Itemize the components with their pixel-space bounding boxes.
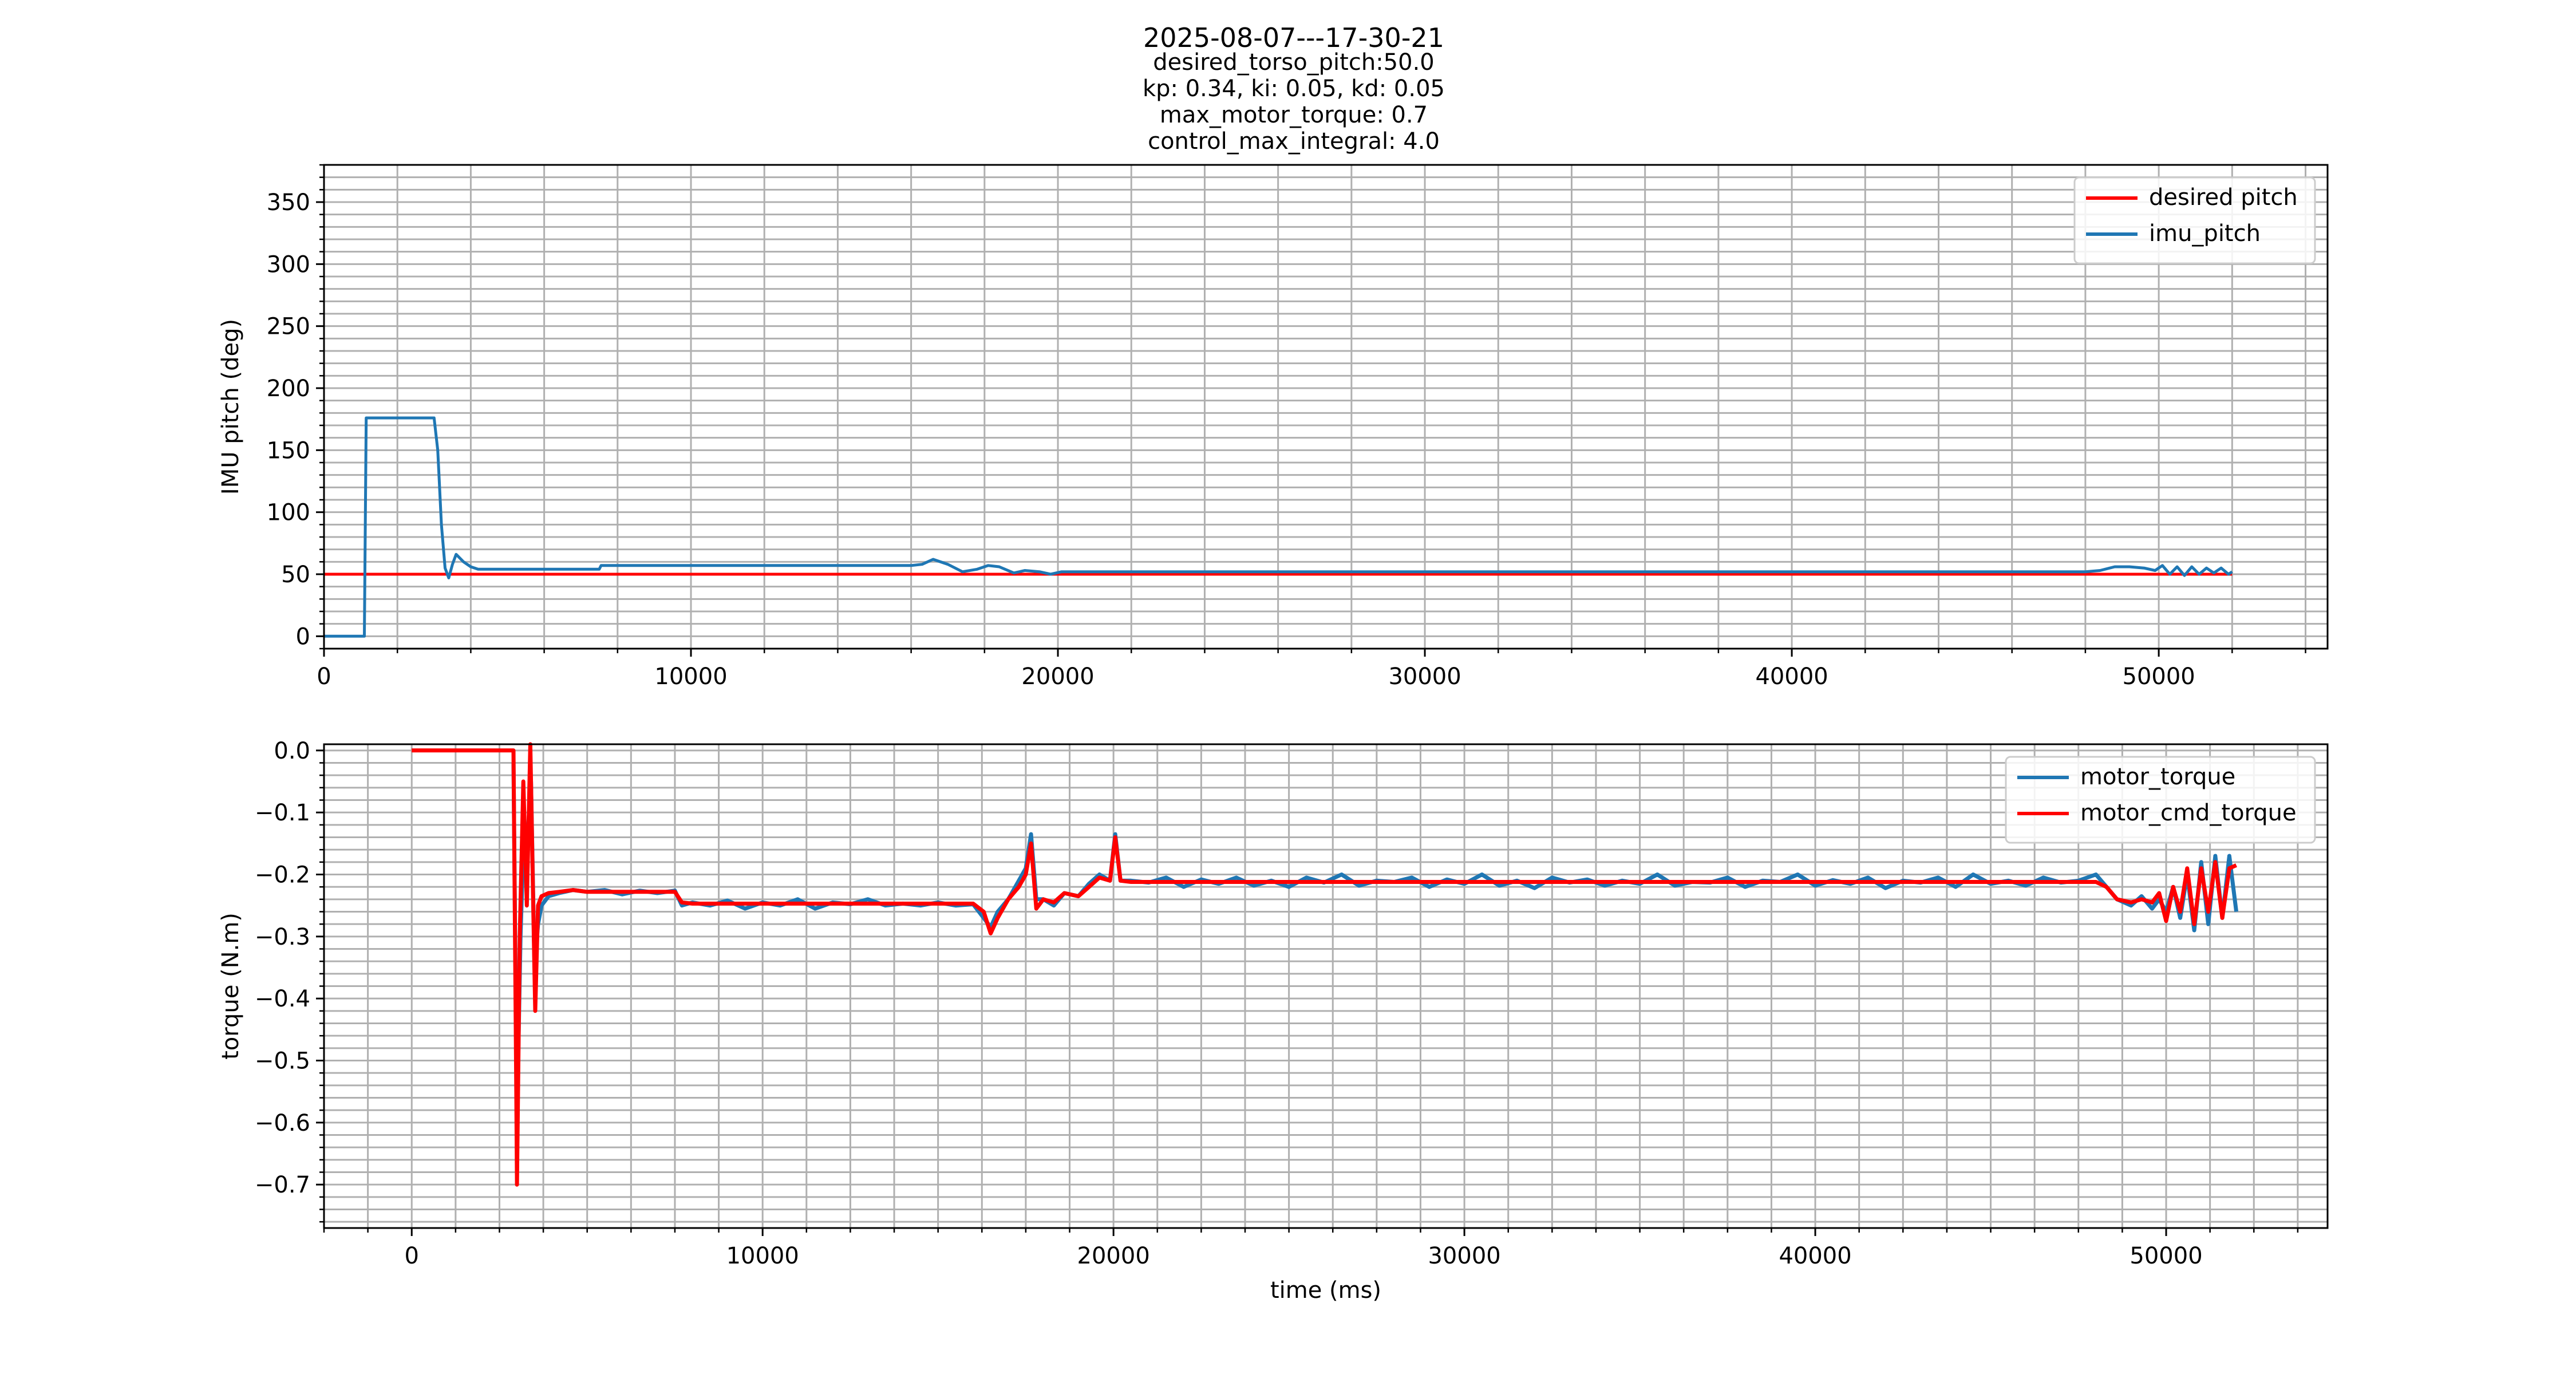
y-tick-label: −0.3	[255, 924, 310, 950]
y-tick-label: −0.1	[255, 800, 310, 826]
legend-entry-label: imu_pitch	[2149, 220, 2261, 247]
x-tick-label: 40000	[1779, 1243, 1851, 1269]
y-tick-label: 200	[267, 376, 310, 402]
legend-entry-label: motor_cmd_torque	[2080, 800, 2297, 826]
grid-lines	[323, 744, 2328, 1228]
y-axis: 0.0 −0.1 −0.2 −0.3 −0.4 −0.5 −0.6 −0.7	[255, 738, 324, 1223]
torque-plot: 0 10000 20000 30000 40000 50000 0.0 −0.1 −0.2 −0.…	[218, 738, 2329, 1304]
y-tick-label: 0	[296, 623, 310, 650]
axes-frame	[323, 164, 2329, 650]
y-tick-label: −0.5	[255, 1048, 310, 1075]
legend-box	[2005, 756, 2316, 844]
grid-lines	[323, 164, 2328, 650]
y-tick-label: 50	[281, 562, 310, 588]
x-tick-label: 20000	[1021, 664, 1094, 690]
x-axis: 0 10000 20000 30000 40000 50000	[317, 649, 2306, 690]
y-tick-label: 300	[267, 251, 310, 278]
y-axis-label: IMU pitch (deg)	[218, 319, 244, 495]
y-tick-label: 100	[267, 500, 310, 526]
y-axis: 0 50 100 150 200 250 300 350	[267, 164, 324, 650]
x-tick-label: 40000	[1755, 664, 1828, 690]
y-tick-label: 0.0	[274, 738, 310, 764]
subtitle-line-1: desired_torso_pitch:50.0	[1153, 49, 1435, 76]
x-tick-label: 30000	[1388, 664, 1461, 690]
subtitle-line-2: kp: 0.34, ki: 0.05, kd: 0.05	[1143, 76, 1445, 102]
series-line-imu-pitch	[324, 416, 2233, 638]
y-tick-label: −0.4	[255, 986, 310, 1012]
figure-title: 2025-08-07---17-30-21	[1143, 22, 1444, 53]
y-tick-label: 250	[267, 314, 310, 340]
subtitle-line-4: control_max_integral: 4.0	[1148, 128, 1440, 155]
legend-entry-label: motor_torque	[2080, 764, 2235, 790]
y-tick-label: 150	[267, 437, 310, 464]
figure-titles: 2025-08-07---17-30-21 desired_torso_pitc…	[1143, 22, 1445, 155]
legend-entry-label: desired pitch	[2149, 184, 2298, 211]
x-tick-label: 50000	[2129, 1243, 2202, 1269]
series-line-motor-cmd-torque	[412, 742, 2238, 1187]
x-axis-label: time (ms)	[1270, 1277, 1381, 1304]
legend: motor_torque motor_cmd_torque	[2005, 756, 2316, 844]
x-tick-label: 10000	[726, 1243, 799, 1269]
x-tick-label: 0	[317, 664, 331, 690]
imu-pitch-plot: 0 10000 20000 30000 40000 50000 0 50 100 150 200 25…	[218, 164, 2329, 690]
y-tick-label: −0.6	[255, 1110, 310, 1136]
legend: desired pitch imu_pitch	[2073, 176, 2316, 264]
subtitle-line-3: max_motor_torque: 0.7	[1160, 102, 1428, 128]
y-axis-label: torque (N.m)	[218, 913, 244, 1060]
x-tick-label: 30000	[1428, 1243, 1500, 1269]
y-tick-label: 350	[267, 189, 310, 216]
x-axis: 0 10000 20000 30000 40000 50000	[323, 1228, 2299, 1269]
x-tick-label: 10000	[654, 664, 727, 690]
series-line-motor-torque	[511, 763, 2239, 1125]
x-tick-label: 0	[405, 1243, 419, 1269]
y-tick-label: −0.2	[255, 862, 310, 889]
x-tick-label: 50000	[2123, 664, 2195, 690]
y-tick-label: −0.7	[255, 1172, 310, 1198]
x-tick-label: 20000	[1077, 1243, 1150, 1269]
